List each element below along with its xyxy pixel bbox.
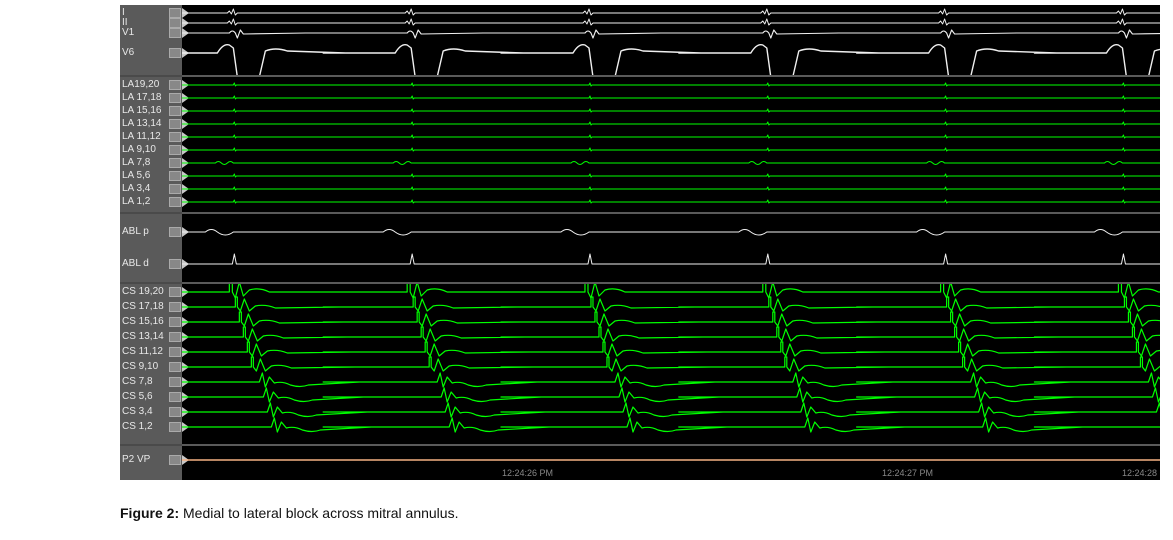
- channel-indicator-icon: [169, 259, 181, 269]
- channel-label: CS 9,10: [122, 362, 158, 372]
- channel-label: LA 7,8: [122, 158, 150, 168]
- channel-indicator-icon: [169, 132, 181, 142]
- channel-indicator-icon: [169, 377, 181, 387]
- channel-indicator-icon: [169, 158, 181, 168]
- waveform-cs-9-10: [182, 357, 1160, 371]
- waveform-la-9-10: [182, 148, 1160, 151]
- channel-label: LA 3,4: [122, 184, 150, 194]
- channel-indicator-icon: [169, 8, 181, 18]
- waveform-cs-19-20: [182, 284, 1160, 298]
- channel-indicator-icon: [169, 317, 181, 327]
- channel-indicator-icon: [169, 106, 181, 116]
- channel-label: CS 5,6: [122, 392, 153, 402]
- timestamp-label: 12:24:27 PM: [882, 468, 933, 478]
- channel-label: LA 1,2: [122, 197, 150, 207]
- waveform-cs-1-2: [182, 418, 1160, 432]
- channel-label: V6: [122, 48, 134, 58]
- waveform-cs-7-8: [182, 373, 1160, 387]
- channel-label: LA 9,10: [122, 145, 156, 155]
- channel-label: CS 17,18: [122, 302, 164, 312]
- waveform-la-5-6: [182, 174, 1160, 177]
- block-la: [182, 77, 1160, 212]
- channel-indicator-icon: [169, 332, 181, 342]
- waveform-cs-5-6: [182, 388, 1160, 402]
- channel-indicator-icon: [169, 227, 181, 237]
- channel-indicator-icon: [169, 18, 181, 28]
- channel-indicator-icon: [169, 48, 181, 58]
- waveform-la-1-2: [182, 200, 1160, 203]
- waveform-abl-d: [182, 254, 1160, 264]
- waveform-la-11-12: [182, 135, 1160, 138]
- channel-indicator-icon: [169, 302, 181, 312]
- waveform-cs-3-4: [182, 403, 1160, 417]
- waveform-ii: [182, 19, 1160, 25]
- waveform-la-15-16: [182, 109, 1160, 112]
- channel-label-column: IIIV1V6LA19,20LA 17,18LA 15,16LA 13,14LA…: [120, 5, 182, 480]
- waveform-canvas: 12:24:26 PM 12:24:27 PM 12:24:28: [182, 5, 1160, 480]
- channel-indicator-icon: [169, 171, 181, 181]
- waveform-i: [182, 9, 1160, 15]
- channel-label: LA 17,18: [122, 93, 161, 103]
- channel-label: LA 11,12: [122, 132, 161, 142]
- waveform-abl-p: [182, 230, 1160, 236]
- channel-label: LA19,20: [122, 80, 159, 90]
- channel-label: CS 7,8: [122, 377, 153, 387]
- electrogram-viewer: IIIV1V6LA19,20LA 17,18LA 15,16LA 13,14LA…: [120, 5, 1160, 480]
- caption-text: Medial to lateral block across mitral an…: [179, 505, 458, 521]
- channel-indicator-icon: [169, 145, 181, 155]
- channel-indicator-icon: [169, 119, 181, 129]
- channel-label: P2 VP: [122, 455, 150, 465]
- block-cs: [182, 284, 1160, 444]
- channel-indicator-icon: [169, 362, 181, 372]
- block-abl: [182, 214, 1160, 282]
- waveform-cs-15-16: [182, 312, 1160, 326]
- channel-indicator-icon: [169, 392, 181, 402]
- figure-caption: Figure 2: Medial to lateral block across…: [120, 505, 458, 521]
- channel-label: CS 11,12: [122, 347, 163, 357]
- channel-indicator-icon: [169, 80, 181, 90]
- channel-indicator-icon: [169, 407, 181, 417]
- channel-label: CS 1,2: [122, 422, 153, 432]
- waveform-cs-13-14: [182, 327, 1160, 341]
- channel-indicator-icon: [169, 347, 181, 357]
- waveform-cs-11-12: [182, 342, 1160, 356]
- channel-indicator-icon: [169, 93, 181, 103]
- timestamp-label: 12:24:26 PM: [502, 468, 553, 478]
- block-surface_ecg: [182, 5, 1160, 75]
- waveform-la-7-8: [182, 162, 1160, 165]
- channel-indicator-icon: [169, 287, 181, 297]
- waveform-la-17-18: [182, 96, 1160, 99]
- waveform-v1: [182, 30, 1160, 38]
- channel-indicator-icon: [169, 184, 181, 194]
- waveform-cs-17-18: [182, 297, 1160, 311]
- channel-label: LA 5,6: [122, 171, 150, 181]
- waveform-la-13-14: [182, 122, 1160, 125]
- channel-indicator-icon: [169, 28, 181, 38]
- channel-label: V1: [122, 28, 134, 38]
- channel-label: CS 13,14: [122, 332, 164, 342]
- timestamp-label: 12:24:28: [1122, 468, 1157, 478]
- caption-bold: Figure 2:: [120, 505, 179, 521]
- channel-indicator-icon: [169, 422, 181, 432]
- channel-label: LA 13,14: [122, 119, 161, 129]
- channel-indicator-icon: [169, 197, 181, 207]
- block-pace: [182, 446, 1160, 480]
- waveform-v6: [182, 45, 1160, 75]
- channel-label: ABL d: [122, 259, 149, 269]
- channel-label: CS 3,4: [122, 407, 153, 417]
- channel-label: CS 19,20: [122, 287, 164, 297]
- waveform-la-3-4: [182, 187, 1160, 190]
- page-root: IIIV1V6LA19,20LA 17,18LA 15,16LA 13,14LA…: [0, 0, 1173, 540]
- channel-label: CS 15,16: [122, 317, 164, 327]
- channel-label: LA 15,16: [122, 106, 161, 116]
- waveform-la19-20: [182, 83, 1160, 86]
- channel-indicator-icon: [169, 455, 181, 465]
- channel-label: ABL p: [122, 227, 149, 237]
